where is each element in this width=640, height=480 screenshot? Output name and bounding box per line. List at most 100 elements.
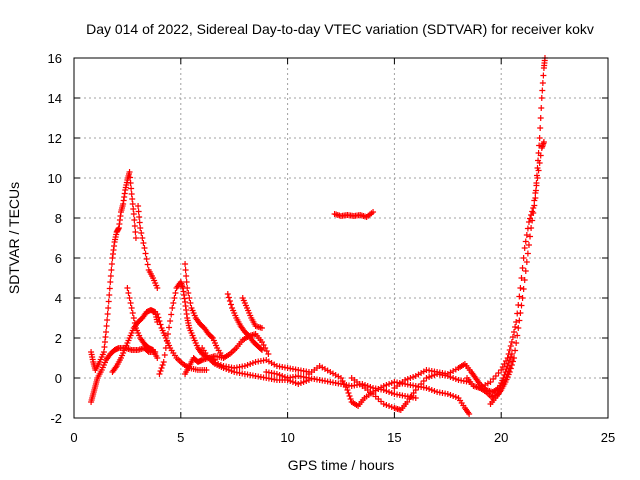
data-point <box>388 390 395 396</box>
data-point <box>108 267 115 273</box>
data-point <box>537 125 544 131</box>
x-tick-label: 20 <box>494 430 508 445</box>
series-trace-k <box>224 291 265 353</box>
data-point <box>184 285 191 291</box>
data-point <box>525 242 532 248</box>
data-point <box>519 295 526 301</box>
data-point <box>509 334 516 340</box>
data-point <box>514 332 521 339</box>
data-point <box>513 319 520 325</box>
data-point <box>537 152 544 159</box>
series-trace-d <box>124 285 161 361</box>
data-point <box>136 219 143 226</box>
data-point <box>345 390 352 396</box>
data-point <box>157 368 164 374</box>
data-point <box>507 354 514 360</box>
data-point <box>154 285 161 291</box>
data-point <box>508 362 515 368</box>
data-point <box>521 277 528 283</box>
data-point <box>520 255 527 261</box>
data-point <box>203 367 210 373</box>
data-point <box>447 392 454 398</box>
data-point <box>212 360 219 366</box>
data-point <box>515 302 522 308</box>
series-trace-l <box>239 295 265 331</box>
data-point <box>139 235 146 241</box>
data-point <box>538 105 545 111</box>
data-point <box>156 371 163 377</box>
data-point <box>182 261 189 267</box>
y-tick-label: 16 <box>48 51 62 66</box>
data-point <box>516 317 523 324</box>
data-point <box>527 233 534 240</box>
data-point <box>136 214 143 220</box>
data-point <box>452 376 459 382</box>
y-axis-label: SDTVAR / TECUs <box>6 182 22 294</box>
data-point <box>154 311 161 317</box>
data-point <box>128 305 135 311</box>
y-tick-label: 10 <box>48 171 62 186</box>
data-point <box>383 388 390 394</box>
y-tick-label: 12 <box>48 131 62 146</box>
data-point <box>164 331 171 337</box>
data-point <box>170 300 177 306</box>
data-point <box>533 182 540 189</box>
data-point <box>140 240 147 246</box>
data-point <box>241 363 248 369</box>
data-points <box>88 55 548 417</box>
data-point <box>137 225 144 231</box>
data-point <box>420 378 427 384</box>
data-point <box>158 365 165 371</box>
data-point <box>105 305 112 311</box>
data-point <box>226 298 233 304</box>
axis-ticks: 0 5 10 15 20 25 -2 0 2 4 6 8 10 12 14 16 <box>48 51 616 445</box>
data-point <box>128 185 135 192</box>
data-point <box>215 361 222 367</box>
x-tick-label: 0 <box>70 430 77 445</box>
data-point <box>540 72 547 79</box>
data-point <box>511 329 518 335</box>
series-trace-t <box>476 139 547 391</box>
data-point <box>186 295 193 301</box>
data-point <box>276 372 283 378</box>
data-point <box>171 295 178 301</box>
data-point <box>135 203 142 209</box>
data-point <box>185 290 192 296</box>
data-point <box>155 314 162 321</box>
data-point <box>503 366 510 372</box>
x-tick-label: 15 <box>387 430 401 445</box>
data-point <box>217 362 224 368</box>
data-point <box>521 245 528 251</box>
data-point <box>144 261 151 268</box>
data-point <box>106 292 113 298</box>
data-point <box>535 167 542 174</box>
data-point <box>501 372 508 378</box>
data-point <box>388 404 395 410</box>
data-point <box>388 380 395 386</box>
data-point <box>132 229 139 235</box>
data-point <box>466 411 473 417</box>
data-point <box>168 311 175 318</box>
data-point <box>106 285 113 292</box>
data-point <box>295 381 302 387</box>
data-point <box>297 380 304 386</box>
data-point <box>279 373 286 379</box>
y-tick-label: -2 <box>50 411 62 426</box>
y-tick-label: 14 <box>48 91 62 106</box>
data-point <box>142 250 149 257</box>
data-point <box>426 386 433 392</box>
data-point <box>517 285 524 291</box>
data-point <box>187 300 194 306</box>
chart-title: Day 014 of 2022, Sidereal Day-to-day VTE… <box>86 21 594 37</box>
data-point <box>444 391 451 397</box>
data-point <box>130 315 137 321</box>
data-point <box>450 375 457 381</box>
data-point <box>512 324 519 330</box>
data-point <box>530 205 537 211</box>
data-point <box>539 87 546 94</box>
data-point <box>386 403 393 409</box>
data-point <box>431 388 438 394</box>
data-point <box>227 301 234 308</box>
data-point <box>523 232 530 238</box>
data-point <box>225 294 232 301</box>
